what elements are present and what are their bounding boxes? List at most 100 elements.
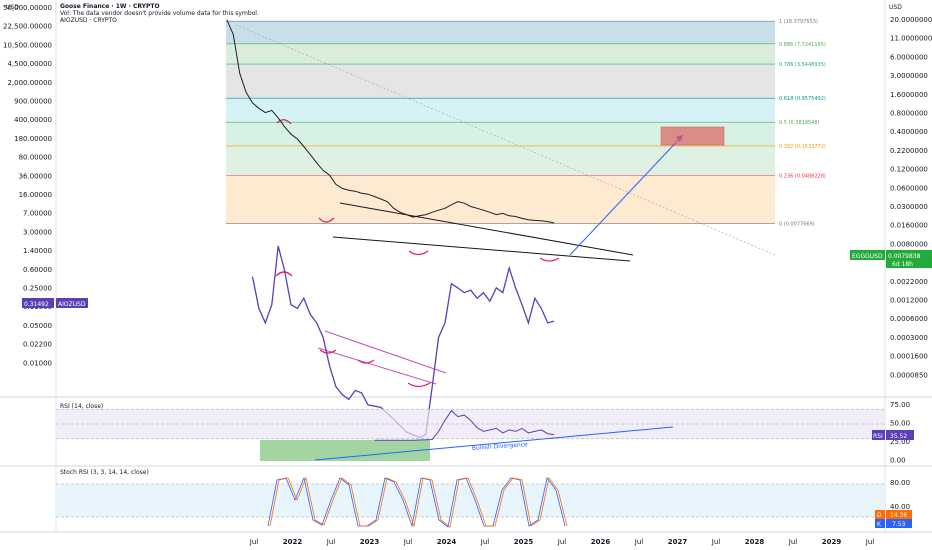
fib-band bbox=[226, 122, 775, 146]
right-axis-tick: 0.0000850 bbox=[890, 371, 928, 379]
rsi-axis-tick: 75.00 bbox=[890, 401, 910, 409]
fib-level-label: 0.236 (0.0488228) bbox=[779, 174, 826, 180]
highlight-arc bbox=[539, 257, 560, 262]
x-axis-tick: 2023 bbox=[360, 538, 380, 546]
left-axis-tick: 16.00000 bbox=[19, 191, 52, 199]
highlight-arc bbox=[407, 382, 431, 388]
highlight-arc bbox=[357, 359, 375, 364]
fib-level-label: 0.382 (0.1533772) bbox=[779, 144, 826, 150]
rsi-green-zone bbox=[260, 440, 430, 461]
x-axis-tick: Jul bbox=[326, 538, 336, 546]
rsi-title: RSI (14, close) bbox=[60, 403, 103, 410]
overlay-value-badge bbox=[22, 298, 54, 308]
wedge-upper-line bbox=[339, 202, 634, 256]
right-axis-tick: 0.0001600 bbox=[890, 353, 928, 361]
left-axis-tick: 180.00000 bbox=[14, 135, 52, 143]
rsi-panel bbox=[56, 408, 885, 461]
fib-band bbox=[226, 175, 775, 224]
stoch-axis-tick: 80.00 bbox=[890, 479, 910, 487]
right-axis-tick: 6.0000000 bbox=[890, 53, 928, 61]
drawings bbox=[235, 24, 776, 388]
rsi-line bbox=[374, 409, 555, 441]
x-axis-tick: 2028 bbox=[745, 538, 765, 546]
stoch-d-value: 14.36 bbox=[890, 512, 907, 519]
right-axis-tick: 0.0160000 bbox=[890, 222, 928, 230]
rsi-value-badge bbox=[886, 430, 914, 440]
left-axis-tick: 1.40000 bbox=[23, 247, 52, 255]
right-axis-tick: 1.6000000 bbox=[890, 91, 928, 99]
fib-band bbox=[226, 145, 775, 176]
x-axis-tick: Jul bbox=[711, 538, 721, 546]
rsi-label-badge bbox=[872, 430, 885, 440]
fib-band bbox=[226, 98, 775, 123]
left-axis-tick: 36.00000 bbox=[19, 172, 52, 180]
stoch-k-value-badge bbox=[886, 519, 912, 528]
x-axis-tick: 2022 bbox=[283, 538, 303, 546]
last-price-symbol: EGGGUSD bbox=[852, 253, 883, 260]
fibonacci-retracement: 1 (18.3797553) 0.886 (7.7241195) 0.786 (3.… bbox=[226, 19, 826, 228]
right-axis-tick: 0.0012000 bbox=[890, 297, 928, 305]
highlight-arc bbox=[276, 119, 292, 125]
overlay-symbol-badge bbox=[56, 298, 88, 308]
highlight-arc bbox=[319, 349, 337, 354]
last-price-value: 0.0079838 bbox=[888, 253, 921, 260]
channel-upper-line bbox=[324, 330, 447, 374]
stoch-d-line bbox=[269, 476, 568, 528]
stoch-k-line bbox=[267, 476, 566, 528]
rsi-label: RSI bbox=[873, 433, 883, 440]
right-axis-tick: 0.0080000 bbox=[890, 240, 928, 248]
x-axis-tick: Jul bbox=[788, 538, 798, 546]
stoch-rsi-panel bbox=[56, 476, 885, 528]
bullish-divergence-label: Bullish Divergence bbox=[472, 441, 529, 452]
rsi-axis-tick: 0.00 bbox=[890, 457, 906, 465]
left-axis-tick: 2,000.00000 bbox=[7, 79, 52, 87]
x-axis-tick: Jul bbox=[557, 538, 567, 546]
right-axis-tick: 0.0022000 bbox=[890, 278, 928, 286]
left-axis-tick: 0.60000 bbox=[23, 266, 52, 274]
stoch-k-label: K bbox=[877, 521, 882, 528]
fib-band bbox=[226, 64, 775, 99]
x-axis-tick: 2027 bbox=[668, 538, 688, 546]
overlay-symbol: AIOZUSD bbox=[58, 301, 86, 308]
left-axis-tick: 0.25000 bbox=[23, 285, 52, 293]
stoch-d-value-badge bbox=[886, 510, 912, 519]
rsi-band bbox=[56, 409, 885, 439]
fib-level-label: 1 (18.3797553) bbox=[779, 19, 818, 25]
left-axis-tick: 7.00000 bbox=[23, 210, 52, 218]
left-axis-tick: 3.00000 bbox=[23, 228, 52, 236]
highlight-arc bbox=[275, 271, 293, 277]
highlight-arc bbox=[318, 217, 335, 223]
left-axis-tick: 0.01000 bbox=[23, 359, 52, 367]
rsi-axis-tick: 50.00 bbox=[890, 420, 910, 428]
x-axis-tick: 2029 bbox=[822, 538, 842, 546]
left-axis-tick: 50,000.00000 bbox=[3, 4, 52, 12]
fib-level-label: 0.618 (0.9575492) bbox=[779, 96, 826, 102]
price-series bbox=[226, 19, 555, 224]
x-axis-tick: Jul bbox=[634, 538, 644, 546]
chart-title: Goose Finance · 1W · CRYPTO bbox=[60, 3, 160, 10]
fib-level-label: 0.5 (0.3819548) bbox=[779, 120, 820, 126]
right-axis-tick: 0.0300000 bbox=[890, 203, 928, 211]
stoch-title: Stoch RSI (3, 3, 14, 14, close) bbox=[60, 469, 149, 476]
x-axis-tick: Jul bbox=[865, 538, 875, 546]
last-price-symbol-badge bbox=[850, 250, 885, 260]
left-axis-tick: 900.00000 bbox=[14, 98, 52, 106]
fib-level-label: 0.786 (3.5448935) bbox=[779, 62, 826, 68]
diagonal-dashed-line bbox=[235, 24, 776, 256]
right-axis-tick: 0.0006000 bbox=[890, 315, 928, 323]
stoch-axis-tick: 40.00 bbox=[890, 503, 910, 511]
fib-band bbox=[226, 21, 775, 44]
volume-note: Vol: The data vendor doesn't provide vol… bbox=[60, 10, 259, 17]
left-axis-tick: 4,500.00000 bbox=[7, 60, 52, 68]
currency-left: USD bbox=[6, 4, 19, 11]
right-axis-tick: 0.1200000 bbox=[890, 166, 928, 174]
wedge-lower-line bbox=[332, 236, 631, 262]
left-axis-tick: 22,500.00000 bbox=[3, 23, 52, 31]
right-axis-tick: 3.0000000 bbox=[890, 72, 928, 80]
right-axis-tick: 11.0000000 bbox=[890, 35, 932, 43]
right-axis-tick: 0.0600000 bbox=[890, 184, 928, 192]
bullish-divergence-line bbox=[314, 426, 674, 461]
x-axis-tick: 2025 bbox=[514, 538, 534, 546]
x-axis-tick: 2026 bbox=[591, 538, 611, 546]
